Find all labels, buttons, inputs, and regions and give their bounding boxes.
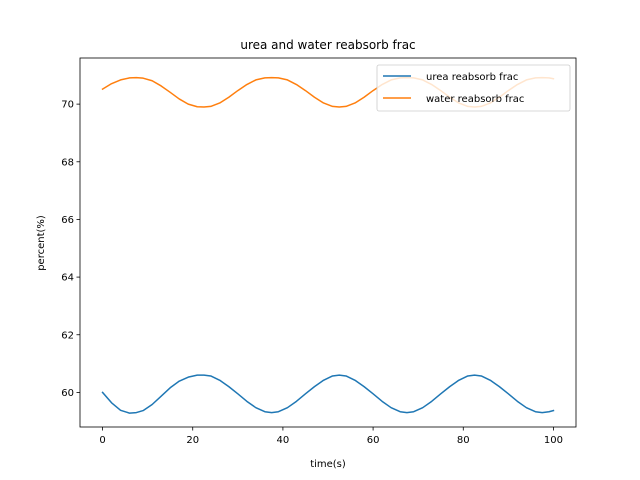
- legend-label-water: water reabsorb frac: [426, 94, 524, 105]
- x-tick-label: 100: [544, 435, 563, 446]
- y-tick-label: 70: [61, 100, 74, 111]
- y-tick-label: 60: [61, 388, 74, 399]
- y-axis-ticks: 60 62 64 66 68 70: [61, 100, 80, 399]
- x-tick-label: 20: [186, 435, 199, 446]
- y-tick-label: 62: [61, 330, 74, 341]
- legend-label-urea: urea reabsorb frac: [426, 72, 518, 83]
- legend-box: [376, 64, 571, 112]
- y-axis-label: percent(%): [36, 215, 47, 271]
- x-axis-ticks: 0 20 40 60 80 100: [99, 427, 563, 446]
- chart-title: urea and water reabsorb frac: [240, 38, 415, 52]
- x-tick-label: 0: [99, 435, 105, 446]
- series-line-0: [101, 374, 555, 414]
- y-tick-label: 66: [61, 215, 74, 226]
- legend: urea reabsorb frac water reabsorb frac: [376, 64, 571, 112]
- x-tick-label: 80: [457, 435, 470, 446]
- x-tick-label: 60: [367, 435, 380, 446]
- plot-frame: [79, 57, 577, 428]
- y-tick-label: 64: [61, 273, 74, 284]
- x-axis-label: time(s): [310, 459, 346, 470]
- y-tick-label: 68: [61, 157, 74, 168]
- x-tick-label: 40: [277, 435, 290, 446]
